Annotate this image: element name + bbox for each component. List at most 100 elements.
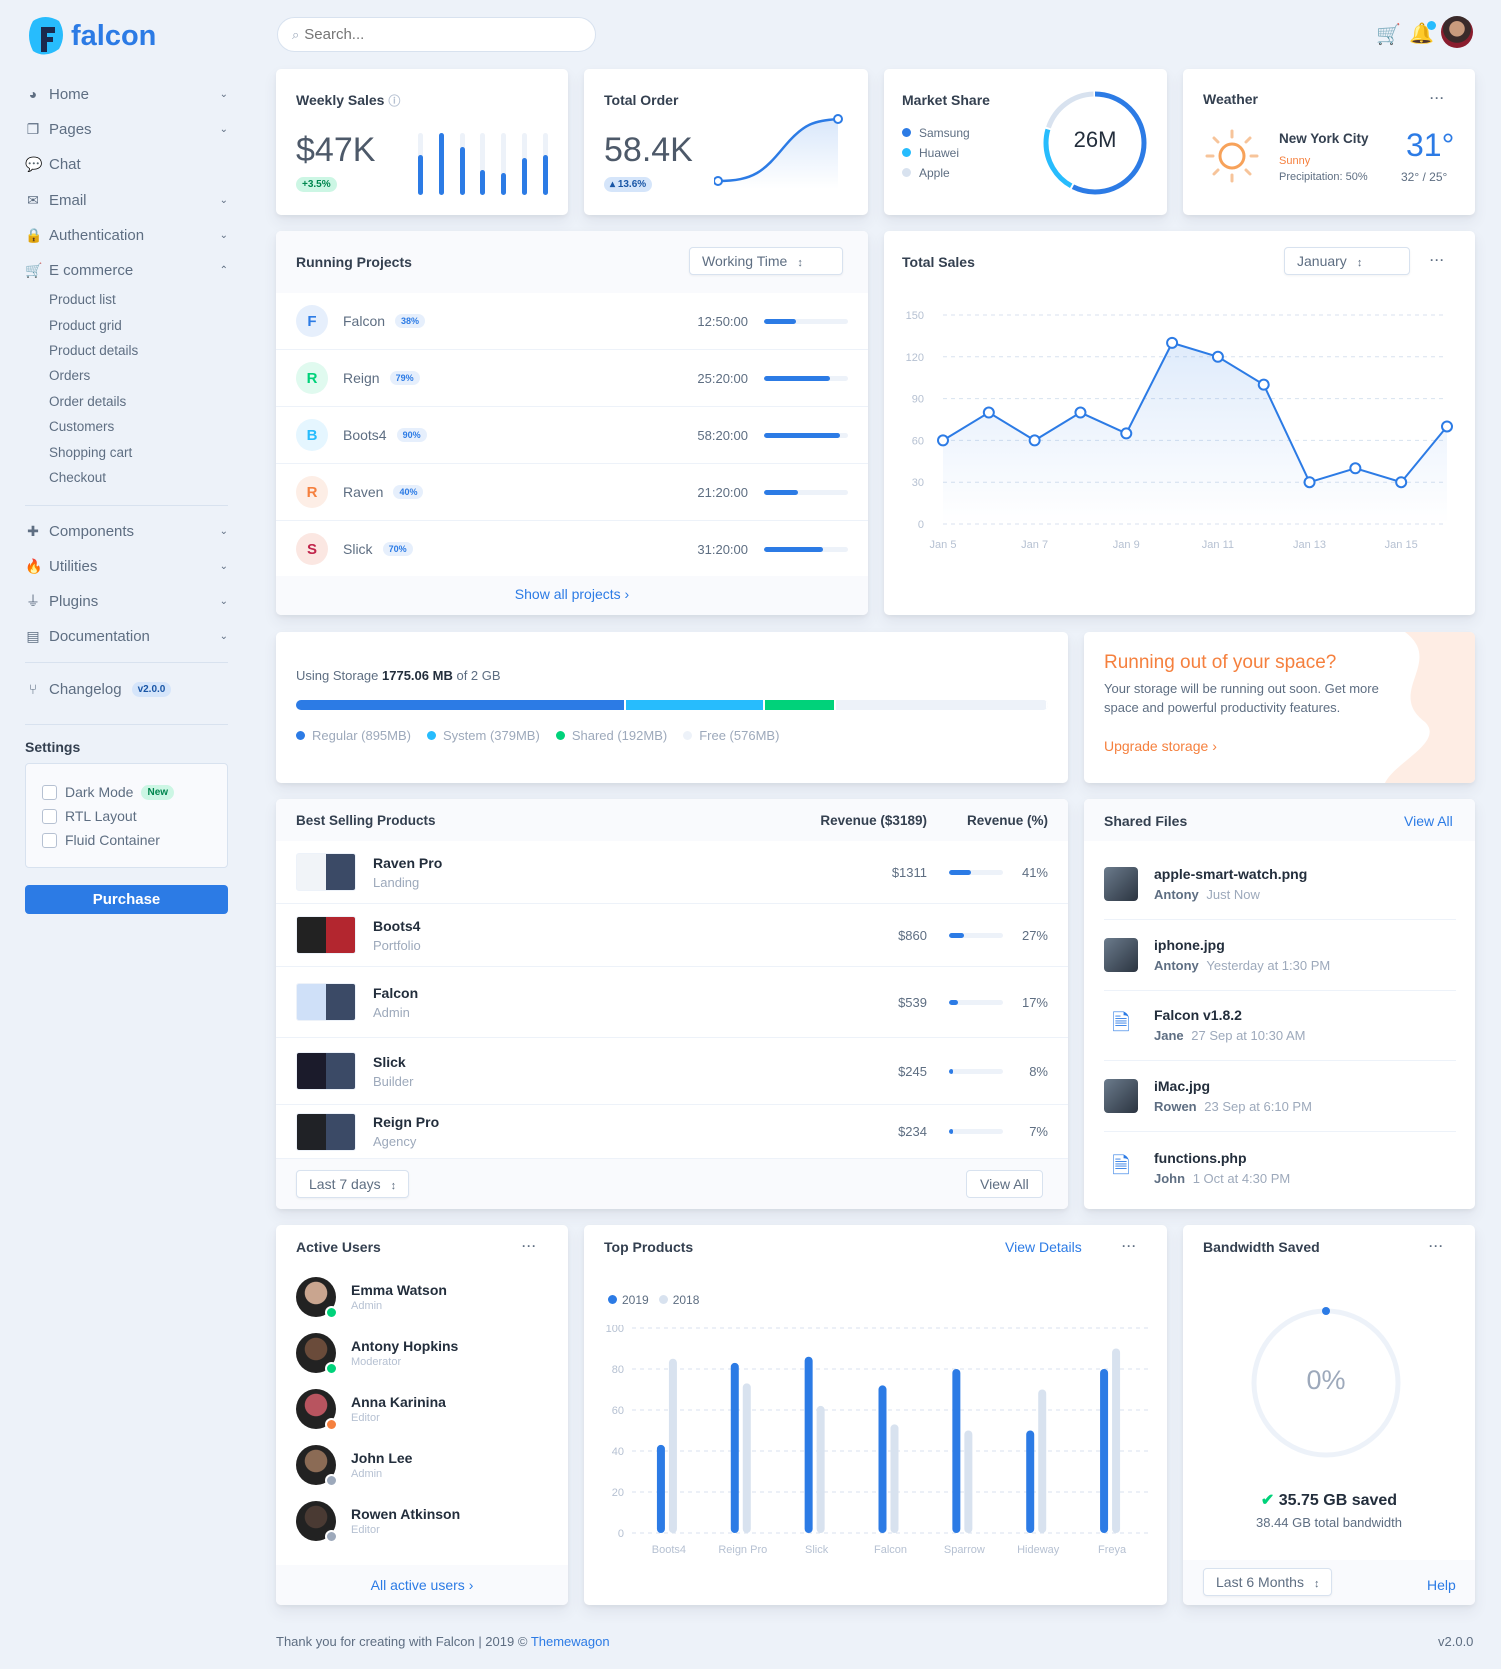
product-row[interactable]: Slick Builder $245 8% (276, 1038, 1068, 1105)
sidebar-item-plugins[interactable]: ⏚ Plugins ⌄ (26, 592, 228, 610)
project-row[interactable]: R Raven 40% 21:20:00 (276, 464, 868, 521)
data-point[interactable] (1395, 476, 1408, 489)
data-point[interactable] (1211, 350, 1224, 363)
sidebar-item-authentication[interactable]: 🔒 Authentication ⌄ (25, 226, 228, 244)
file-name[interactable]: iMac.jpg (1154, 1078, 1211, 1094)
more-options-icon[interactable]: ··· (1429, 1239, 1444, 1253)
sidebar-item-email[interactable]: ✉ Email ⌄ (25, 188, 228, 212)
sidebar-item-documentation[interactable]: ▤ Documentation ⌄ (26, 627, 228, 645)
sidebar-item-changelog[interactable]: ⑂ Changelog v2.0.0 (25, 677, 228, 701)
sidebar-subitem-product-list[interactable]: Product list (49, 292, 116, 307)
search-box[interactable]: ⌕ (277, 17, 596, 52)
fluid-container-checkbox[interactable]: Fluid Container (42, 828, 211, 852)
bandwidth-period-select[interactable]: Last 6 Months (1203, 1568, 1333, 1596)
checkbox[interactable] (42, 784, 57, 800)
bar-2018[interactable] (964, 1430, 973, 1534)
bar-2018[interactable] (1112, 1348, 1121, 1534)
legend-item-2019[interactable]: 2019 (608, 1293, 649, 1307)
checkbox[interactable] (42, 808, 57, 824)
user-row[interactable]: Anna Karinina Editor (296, 1389, 446, 1431)
dark-mode-checkbox[interactable]: Dark Mode New (42, 780, 211, 804)
sidebar-item-chat[interactable]: 💬 Chat (25, 155, 81, 173)
file-row[interactable]: 🗎 Falcon v1.8.2 Jane 27 Sep at 10:30 AM (1104, 990, 1456, 1061)
bar-2019[interactable] (730, 1362, 739, 1533)
sidebar-item-utilities[interactable]: 🔥 Utilities ⌄ (25, 557, 228, 575)
data-point[interactable] (1257, 378, 1270, 391)
product-name[interactable]: Reign Pro (373, 1114, 440, 1130)
data-point[interactable] (1166, 336, 1179, 349)
working-time-select[interactable]: Working Time (689, 247, 843, 275)
help-link[interactable]: Help (1427, 1577, 1456, 1593)
user-name[interactable]: Rowen Atkinson (351, 1506, 461, 1522)
user-row[interactable]: Rowen Atkinson Editor (296, 1501, 461, 1543)
search-input[interactable] (304, 26, 565, 43)
cart-icon[interactable]: 🛒 (1376, 24, 1401, 46)
legend-item-2018[interactable]: 2018 (658, 1293, 699, 1307)
sidebar-subitem-customers[interactable]: Customers (49, 419, 115, 434)
user-name[interactable]: Antony Hopkins (351, 1338, 459, 1354)
bar-2019[interactable] (952, 1369, 961, 1533)
bar-2019[interactable] (1026, 1430, 1035, 1534)
user-row[interactable]: Antony Hopkins Moderator (296, 1333, 459, 1375)
product-name[interactable]: Raven Pro (373, 854, 443, 871)
data-point[interactable] (1120, 427, 1133, 440)
user-row[interactable]: Emma Watson Admin (296, 1277, 447, 1319)
more-options-icon[interactable]: ··· (1430, 253, 1445, 267)
file-row[interactable]: iMac.jpg Rowen 23 Sep at 6:10 PM (1104, 1061, 1456, 1132)
bell-icon[interactable]: 🔔 (1409, 21, 1436, 45)
product-name[interactable]: Slick (373, 1053, 406, 1070)
period-select[interactable]: Last 7 days (296, 1170, 410, 1198)
shared-files-view-all[interactable]: View All (1404, 813, 1453, 829)
rtl-layout-checkbox[interactable]: RTL Layout (42, 804, 211, 828)
bar-2018[interactable] (742, 1383, 751, 1533)
sidebar-subitem-product-grid[interactable]: Product grid (49, 318, 122, 333)
user-name[interactable]: John Lee (351, 1450, 413, 1466)
sidebar-item-home[interactable]: ◕ Home ⌄ (25, 82, 228, 106)
sidebar-subitem-orders[interactable]: Orders (49, 368, 91, 383)
data-point[interactable] (1349, 462, 1362, 475)
file-row[interactable]: 🗎 functions.php John 1 Oct at 4:30 PM (1104, 1132, 1456, 1203)
product-row[interactable]: Raven Pro Landing $1311 41% (276, 841, 1068, 904)
question-circle-icon[interactable]: ⓘ (388, 94, 401, 108)
bar-2018[interactable] (1038, 1389, 1047, 1534)
product-name[interactable]: Falcon (373, 984, 419, 1001)
show-all-projects-link[interactable]: Show all projects › (514, 586, 630, 602)
more-options-icon[interactable]: ··· (1122, 1239, 1137, 1253)
bar-2019[interactable] (878, 1385, 887, 1533)
file-name[interactable]: iphone.jpg (1154, 937, 1225, 953)
data-point[interactable] (937, 434, 949, 447)
file-row[interactable]: iphone.jpg Antony Yesterday at 1:30 PM (1104, 920, 1456, 991)
data-point[interactable] (1074, 406, 1087, 419)
avatar[interactable] (1441, 16, 1473, 48)
view-details-link[interactable]: View Details (1005, 1239, 1082, 1255)
purchase-button[interactable]: Purchase (25, 885, 228, 914)
bar-2019[interactable] (804, 1356, 813, 1533)
user-row[interactable]: John Lee Admin (296, 1445, 413, 1487)
bar-2019[interactable] (656, 1444, 665, 1533)
all-active-users-link[interactable]: All active users › (370, 1577, 474, 1593)
more-options-icon[interactable]: ··· (1430, 91, 1445, 105)
product-name[interactable]: Boots4 (373, 917, 421, 934)
file-row[interactable]: apple-smart-watch.png Antony Just Now (1104, 849, 1456, 920)
bar-2018[interactable] (890, 1424, 899, 1533)
project-row[interactable]: F Falcon 38% 12:50:00 (276, 293, 868, 350)
month-select[interactable]: January (1284, 247, 1410, 275)
sidebar-subitem-shopping-cart[interactable]: Shopping cart (49, 445, 133, 460)
file-name[interactable]: Falcon v1.8.2 (1154, 1007, 1242, 1023)
bar-2018[interactable] (668, 1358, 677, 1533)
data-point[interactable] (1028, 434, 1041, 447)
sidebar-subitem-checkout[interactable]: Checkout (49, 470, 107, 485)
sidebar-item-pages[interactable]: ❐ Pages ⌄ (26, 120, 228, 138)
sidebar-item-components[interactable]: ✚ Components ⌄ (25, 519, 228, 543)
file-name[interactable]: functions.php (1154, 1149, 1247, 1166)
more-options-icon[interactable]: ··· (522, 1239, 537, 1253)
product-row[interactable]: Boots4 Portfolio $860 27% (276, 904, 1068, 967)
sidebar-subitem-product-details[interactable]: Product details (49, 343, 139, 358)
view-all-button[interactable]: View All (966, 1170, 1043, 1198)
sidebar-subitem-order-details[interactable]: Order details (49, 394, 127, 409)
data-point[interactable] (1303, 476, 1316, 489)
project-row[interactable]: B Boots4 90% 58:20:00 (276, 407, 868, 464)
file-name[interactable]: apple-smart-watch.png (1154, 866, 1308, 882)
data-point[interactable] (982, 406, 995, 419)
product-row[interactable]: Reign Pro Agency $234 7% (276, 1105, 1068, 1159)
